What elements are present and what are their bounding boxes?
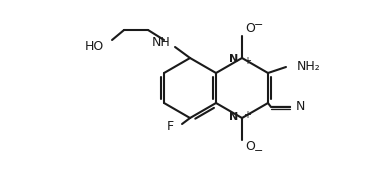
Text: O: O <box>245 22 255 35</box>
Text: NH: NH <box>151 35 170 48</box>
Text: F: F <box>167 119 174 132</box>
Text: NH₂: NH₂ <box>297 61 321 74</box>
Text: N: N <box>229 112 238 122</box>
Text: O: O <box>245 140 255 153</box>
Text: −: − <box>254 20 263 30</box>
Text: HO: HO <box>85 40 104 53</box>
Text: +: + <box>243 56 251 66</box>
Text: −: − <box>254 146 263 156</box>
Text: +: + <box>243 110 251 120</box>
Text: N: N <box>229 54 238 64</box>
Text: N: N <box>296 101 305 114</box>
